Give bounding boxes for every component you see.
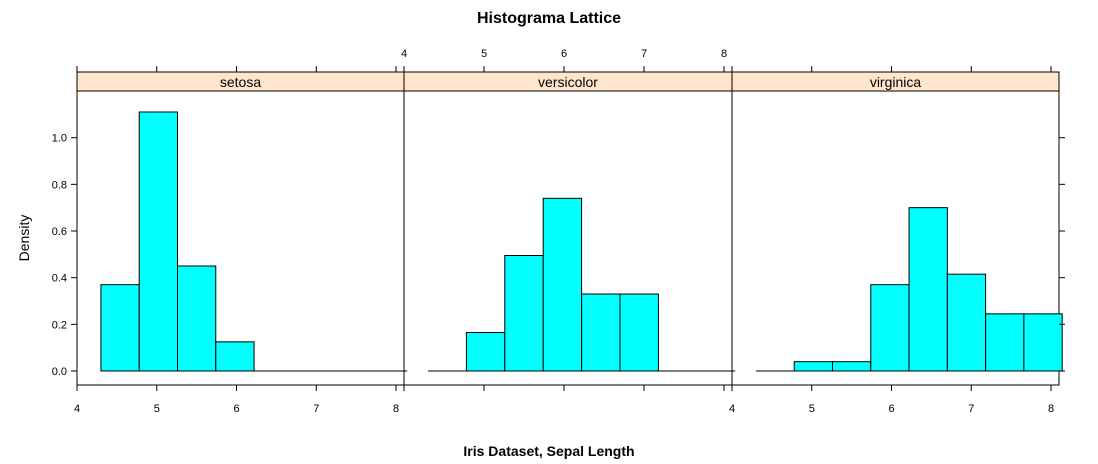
chart-title: Histograma Lattice xyxy=(477,10,621,27)
x-tick-label: 7 xyxy=(313,403,319,415)
x-tick-label: 4 xyxy=(401,48,407,60)
x-tick-label: 6 xyxy=(888,403,894,415)
histogram-bar xyxy=(908,207,948,372)
y-tick-label: 0.8 xyxy=(52,179,67,191)
histogram-bar xyxy=(619,293,659,372)
x-axis-label: Iris Dataset, Sepal Length xyxy=(463,443,634,459)
x-tick-label: 7 xyxy=(968,403,974,415)
x-tick-label: 6 xyxy=(233,403,239,415)
histogram-bar xyxy=(138,111,178,372)
x-tick-label: 5 xyxy=(809,403,815,415)
y-tick-label: 0.6 xyxy=(52,226,67,238)
x-tick-label: 8 xyxy=(721,48,727,60)
histogram-bar xyxy=(215,341,255,372)
histogram-bar xyxy=(870,284,910,372)
histogram-bar xyxy=(100,284,140,372)
y-tick-label: 0.0 xyxy=(52,366,67,378)
x-tick-label: 8 xyxy=(393,403,399,415)
y-tick-label: 1.0 xyxy=(52,133,67,145)
strip-virginica xyxy=(731,71,1060,92)
histogram-bar xyxy=(465,332,506,372)
histogram-bar xyxy=(831,361,872,372)
histogram-bar xyxy=(581,293,621,372)
x-tick-label: 4 xyxy=(729,403,735,415)
histogram-bar xyxy=(542,197,583,372)
x-tick-label: 6 xyxy=(561,48,567,60)
x-tick-label: 8 xyxy=(1048,403,1054,415)
histogram-bar xyxy=(793,361,833,372)
x-tick-label: 5 xyxy=(481,48,487,60)
histogram-bar xyxy=(985,313,1025,372)
x-tick-label: 7 xyxy=(641,48,647,60)
histogram-bar xyxy=(1023,313,1063,372)
x-tick-label: 5 xyxy=(154,403,160,415)
histogram-bar xyxy=(176,265,217,372)
y-tick-label: 0.4 xyxy=(52,273,67,285)
plot-area: setosa versicolor virginica 4 5 6 7 8 4 5 6 7 8 4 5 6 7 8… xyxy=(52,48,1065,415)
y-axis-label: Density xyxy=(16,215,32,262)
strip-label: virginica xyxy=(870,74,922,90)
histogram-bar xyxy=(504,255,544,372)
strip-label: versicolor xyxy=(538,74,598,90)
y-tick-label: 0.2 xyxy=(52,319,67,331)
histogram-bar xyxy=(946,273,987,372)
strip-label: setosa xyxy=(220,74,261,90)
x-tick-label: 4 xyxy=(74,403,80,415)
